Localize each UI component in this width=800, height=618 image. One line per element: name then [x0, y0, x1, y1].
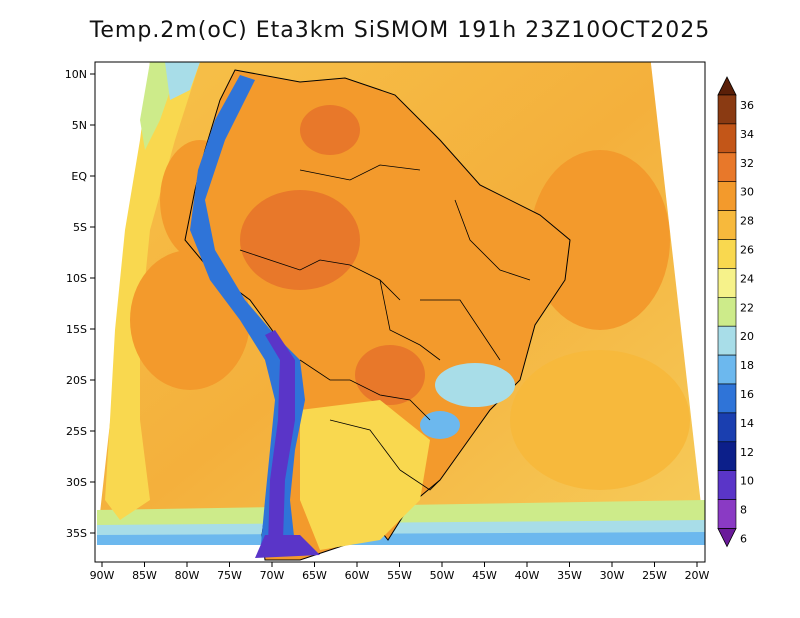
- lat-tick-label: 10S: [66, 272, 87, 285]
- colorbar-swatch: [717, 210, 737, 240]
- colorbar-label: 24: [740, 272, 754, 285]
- lon-tick-label: 50W: [430, 569, 455, 582]
- colorbar-label: 28: [740, 215, 754, 228]
- atlantic-mild-patch: [510, 350, 690, 490]
- country-borders: [239, 164, 531, 491]
- colorbar-swatch: [717, 239, 737, 269]
- lon-tick-label: 70W: [260, 569, 285, 582]
- lon-tick-label: 40W: [515, 569, 540, 582]
- lon-tick-label: 45W: [472, 569, 497, 582]
- colorbar: [717, 76, 737, 548]
- southeast-brazil-cool: [435, 363, 515, 407]
- lat-tick-label: 5S: [73, 221, 87, 234]
- lat-tick-label: 10N: [65, 68, 87, 81]
- hot-spot-amazon: [240, 190, 360, 290]
- lon-tick-label: 85W: [132, 569, 157, 582]
- lon-tick-label: 35W: [557, 569, 582, 582]
- colorbar-label: 8: [740, 504, 747, 517]
- colorbar-label: 16: [740, 388, 754, 401]
- colorbar-swatch: [717, 268, 737, 298]
- colorbar-swatch: [717, 94, 737, 125]
- lat-tick-label: 20S: [66, 374, 87, 387]
- colorbar-swatch: [717, 325, 737, 356]
- lat-tick-label: 30S: [66, 476, 87, 489]
- colorbar-label: 22: [740, 301, 754, 314]
- colorbar-label: 20: [740, 330, 754, 343]
- lon-tick-label: 90W: [90, 569, 115, 582]
- colorbar-swatch: [717, 354, 737, 385]
- colorbar-label: 32: [740, 157, 754, 170]
- colorbar-swatch: [717, 152, 737, 183]
- colorbar-swatch: [717, 383, 737, 414]
- temperature-field: [97, 62, 705, 561]
- atlantic-warm-patch: [530, 150, 670, 330]
- colorbar-swatch: [717, 412, 737, 443]
- colorbar-label: 34: [740, 128, 754, 141]
- lat-tick-label: 35S: [66, 527, 87, 540]
- lat-tick-label: 15S: [66, 323, 87, 336]
- colorbar-label: 6: [740, 533, 747, 546]
- lat-tick-label: 5N: [72, 119, 87, 132]
- hot-spot-north: [300, 105, 360, 155]
- south-ocean-coldest-band: [97, 532, 705, 545]
- colorbar-swatch: [717, 181, 737, 211]
- lon-tick-label: 80W: [175, 569, 200, 582]
- patagonia-cold: [255, 535, 320, 558]
- colorbar-labels: 36 34 32 30 28 26 24 22 20 18 16 14 12 10 8 6: [740, 99, 754, 546]
- latitude-axis: 10N 5N EQ 5S 10S 15S 20S 25S 30S 35S: [65, 68, 95, 540]
- colorbar-label: 12: [740, 446, 754, 459]
- pacific-cool-band: [105, 62, 200, 520]
- colorbar-label: 10: [740, 475, 754, 488]
- serra-do-mar-cold: [420, 411, 460, 439]
- colorbar-swatch: [717, 123, 737, 154]
- colorbar-label: 14: [740, 417, 754, 430]
- andes-high-peaks: [265, 330, 295, 545]
- longitude-axis: 90W 85W 80W 75W 70W 65W 60W 55W 50W 45W 40W 35W 30W 2…: [90, 562, 710, 582]
- lon-tick-label: 60W: [345, 569, 370, 582]
- lon-tick-label: 20W: [685, 569, 710, 582]
- colorbar-swatch: [717, 499, 737, 529]
- southern-cone-mild: [300, 400, 430, 550]
- lon-tick-label: 25W: [642, 569, 667, 582]
- colorbar-label: 30: [740, 186, 754, 199]
- lon-tick-label: 75W: [217, 569, 242, 582]
- lat-tick-label: EQ: [71, 170, 87, 183]
- pacific-north-cold: [165, 62, 200, 100]
- hot-spot-paraguay: [355, 345, 425, 405]
- lon-tick-label: 55W: [387, 569, 412, 582]
- colorbar-label: 18: [740, 359, 754, 372]
- colorbar-label: 36: [740, 99, 754, 112]
- lon-tick-label: 65W: [302, 569, 327, 582]
- colorbar-bottom-arrow: [717, 528, 737, 548]
- lat-tick-label: 25S: [66, 425, 87, 438]
- colorbar-swatch: [717, 296, 737, 327]
- lon-tick-label: 30W: [600, 569, 625, 582]
- colorbar-swatch: [717, 470, 737, 500]
- colorbar-label: 26: [740, 244, 754, 257]
- map-title: Temp.2m(oC) Eta3km SiSMOM 191h 23Z10OCT2…: [89, 18, 711, 43]
- colorbar-top-arrow: [717, 76, 737, 96]
- colorbar-swatch: [717, 441, 737, 471]
